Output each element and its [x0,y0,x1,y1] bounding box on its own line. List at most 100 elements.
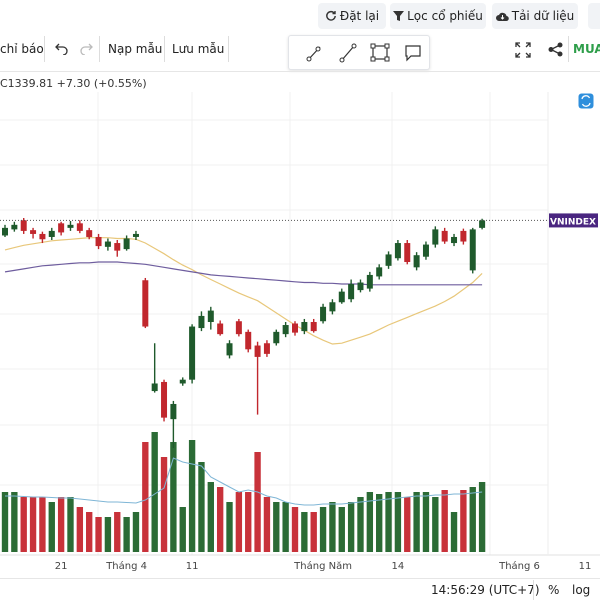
redo-button[interactable] [79,43,93,55]
volume-bar [39,497,46,552]
candle-body [460,230,467,242]
candle-body [235,321,242,335]
candle-body [366,274,373,289]
volume-bar [432,497,439,552]
volume-bar [404,497,411,552]
candle-body [104,241,111,247]
drawing-tools [288,35,430,70]
chart: VNINDEX 21 Tháng 4 11 Tháng Năm 14 Tháng 6 11 [0,92,600,572]
candle-body [338,291,345,303]
line-tool[interactable] [339,43,357,63]
volume-bar [460,490,467,552]
volume-bar [104,517,112,552]
volume-bar [319,507,327,552]
candle-body [179,379,186,384]
volume-bar [245,492,252,552]
volume-bar [179,507,186,552]
candle-body [254,345,261,357]
volume-bar [385,492,392,552]
candle-body [310,321,317,332]
drawing-icons [306,43,421,63]
candle-body [161,381,168,418]
volume-bar [469,487,476,552]
volume-bar [114,512,121,552]
grid [0,92,548,555]
candle-body [123,238,130,250]
candle-body [292,323,298,333]
save-template-button[interactable]: Lưu mẫu [172,42,225,56]
separator [228,36,229,62]
log-toggle[interactable]: log [572,583,591,597]
volume-bar [413,492,420,552]
candle-body [394,243,401,259]
candle-body [469,229,476,271]
button-label: Đặt lại [339,9,380,23]
note-tool[interactable] [405,45,421,62]
volume-bar [254,452,261,552]
volume-bar [160,457,168,552]
button-label: Lọc cổ phiếu [407,9,483,23]
candle-body [151,383,158,392]
volume-bar [291,507,299,552]
x-tick-label: Tháng Năm [293,560,352,572]
volume-bar [123,517,130,552]
share-button[interactable] [548,42,563,57]
candle-body [142,280,149,327]
separator [568,36,569,62]
x-tick-label: 11 [186,561,199,572]
rectangle-tool[interactable] [370,43,390,62]
volume-bar [142,442,149,552]
candle-body [226,343,233,356]
candle-body [422,244,429,257]
symbol-label: VNINDEX [550,217,596,227]
auto-scale-button[interactable] [578,93,594,109]
buy-button[interactable]: MUA [573,42,600,56]
candle-body [479,220,486,228]
volume-bar [11,492,18,552]
candle-body [413,255,420,268]
candle-body [320,306,327,322]
filter-button[interactable]: Lọc cổ phiếu [390,3,486,29]
moving-average-line [4,261,483,286]
candle-body [132,233,139,237]
candle-body [67,224,74,228]
symbol-label-box [549,213,598,228]
candle-body [20,220,27,231]
load-template-button[interactable]: Nạp mẫu [108,42,163,56]
more-button[interactable] [588,3,600,29]
volume-bar [301,512,308,552]
volume-bar [235,492,243,552]
volume-bar [20,497,27,552]
trend-ray-tool[interactable] [306,46,321,62]
indicators-button[interactable]: chỉ báo [0,42,44,56]
volume-bar [338,507,345,552]
candle-body [282,325,289,335]
volume-bar [216,487,224,552]
volume-bar [95,517,102,552]
candle-body [451,236,458,244]
candle-body [76,223,83,231]
candle-body [170,403,177,420]
candle-body [432,229,439,245]
candle-body [114,243,121,251]
volume-bar [188,440,196,552]
candle-body [217,323,224,335]
candle-body [245,331,252,350]
toolbar-border [0,71,600,72]
candle-body [2,227,8,236]
separator [44,36,45,62]
reset-button[interactable]: Đặt lại [318,3,386,29]
volume-bar [478,482,486,552]
percent-toggle[interactable]: % [548,583,560,597]
volume-bar [76,507,84,552]
candle-body [39,233,46,240]
x-tick-label: 14 [392,561,405,572]
fullscreen-button[interactable] [515,42,531,58]
undo-button[interactable] [55,43,69,55]
candle-body [198,315,205,329]
volume-bar [263,497,271,552]
volume-bar [198,462,205,552]
download-button[interactable]: Tải dữ liệu [492,3,578,29]
